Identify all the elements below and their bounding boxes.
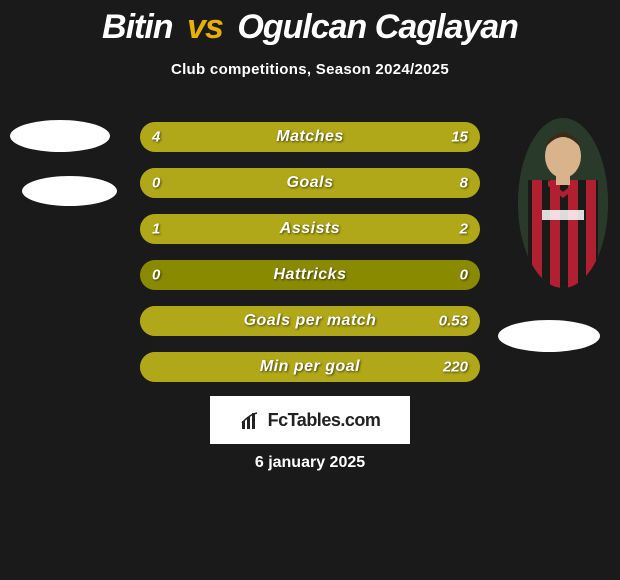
stat-value-right: 8 (460, 175, 468, 192)
stat-row: Goals per match0.53 (140, 306, 480, 336)
stat-bars: Matches415Goals08Assists12Hattricks00Goa… (140, 122, 480, 398)
stat-label: Hattricks (140, 266, 480, 284)
stat-label: Matches (140, 128, 480, 146)
stat-row: Goals0 8 (140, 168, 480, 198)
subtitle: Club competitions, Season 2024/2025 (0, 61, 620, 78)
stat-label: Goals per match (140, 312, 480, 330)
player2-name: Ogulcan Caglayan (237, 8, 518, 46)
stat-row: Hattricks0 0 (140, 260, 480, 290)
branding-badge: FcTables.com (210, 396, 410, 444)
date-label: 6 january 2025 (0, 454, 620, 472)
stat-label: Assists (140, 220, 480, 238)
stat-value-left: 1 (152, 221, 160, 238)
stat-label: Min per goal (140, 358, 480, 376)
player1-name: Bitin (102, 8, 173, 46)
stat-value-left: 0 (152, 175, 160, 192)
stat-label: Goals (140, 174, 480, 192)
player2-avatar-placeholder (498, 320, 600, 352)
vs-label: vs (187, 8, 223, 46)
stat-value-right: 15 (451, 129, 468, 146)
stat-value-right: 220 (443, 359, 468, 376)
stat-value-right: 0.53 (439, 313, 468, 330)
player1-avatar-placeholder-2 (22, 176, 117, 206)
stat-value-left: 0 (152, 267, 160, 284)
player2-avatar (518, 118, 608, 288)
stat-row: Min per goal220 (140, 352, 480, 382)
stat-value-right: 0 (460, 267, 468, 284)
player1-avatar-placeholder (10, 120, 110, 152)
stat-value-right: 2 (460, 221, 468, 238)
stat-row: Assists1 2 (140, 214, 480, 244)
stat-row: Matches4 15 (140, 122, 480, 152)
comparison-card: Bitin vs Ogulcan Caglayan Club competiti… (0, 0, 620, 580)
branding-text: FcTables.com (268, 410, 381, 431)
stat-value-left: 4 (152, 129, 160, 146)
logo-icon (240, 409, 262, 431)
player2-photo-icon (518, 118, 608, 288)
page-title: Bitin vs Ogulcan Caglayan (0, 0, 620, 47)
